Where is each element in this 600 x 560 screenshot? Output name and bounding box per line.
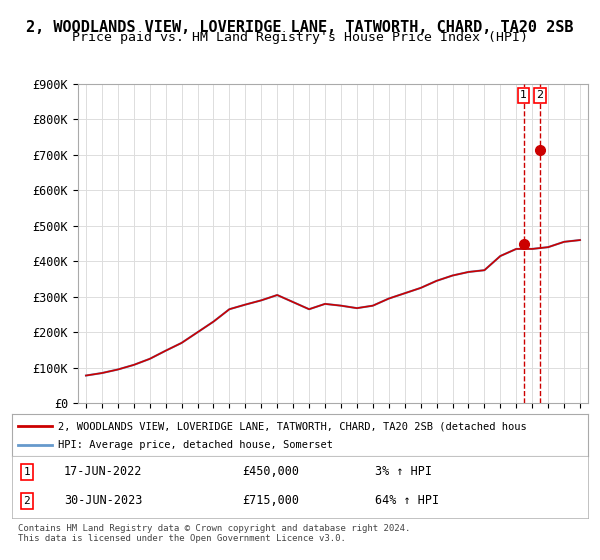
Text: Contains HM Land Registry data © Crown copyright and database right 2024.
This d: Contains HM Land Registry data © Crown c… bbox=[18, 524, 410, 543]
Text: 1: 1 bbox=[520, 90, 527, 100]
Text: 3% ↑ HPI: 3% ↑ HPI bbox=[375, 465, 432, 478]
Text: 2: 2 bbox=[536, 90, 544, 100]
Text: HPI: Average price, detached house, Somerset: HPI: Average price, detached house, Some… bbox=[58, 440, 333, 450]
Text: 1: 1 bbox=[23, 467, 30, 477]
Text: 17-JUN-2022: 17-JUN-2022 bbox=[64, 465, 142, 478]
Text: 2, WOODLANDS VIEW, LOVERIDGE LANE, TATWORTH, CHARD, TA20 2SB: 2, WOODLANDS VIEW, LOVERIDGE LANE, TATWO… bbox=[26, 20, 574, 35]
Text: 64% ↑ HPI: 64% ↑ HPI bbox=[375, 494, 439, 507]
Text: 30-JUN-2023: 30-JUN-2023 bbox=[64, 494, 142, 507]
Text: Price paid vs. HM Land Registry's House Price Index (HPI): Price paid vs. HM Land Registry's House … bbox=[72, 31, 528, 44]
Text: £450,000: £450,000 bbox=[242, 465, 299, 478]
Text: £715,000: £715,000 bbox=[242, 494, 299, 507]
Text: 2, WOODLANDS VIEW, LOVERIDGE LANE, TATWORTH, CHARD, TA20 2SB (detached hous: 2, WOODLANDS VIEW, LOVERIDGE LANE, TATWO… bbox=[58, 421, 527, 431]
Text: 2: 2 bbox=[23, 496, 30, 506]
